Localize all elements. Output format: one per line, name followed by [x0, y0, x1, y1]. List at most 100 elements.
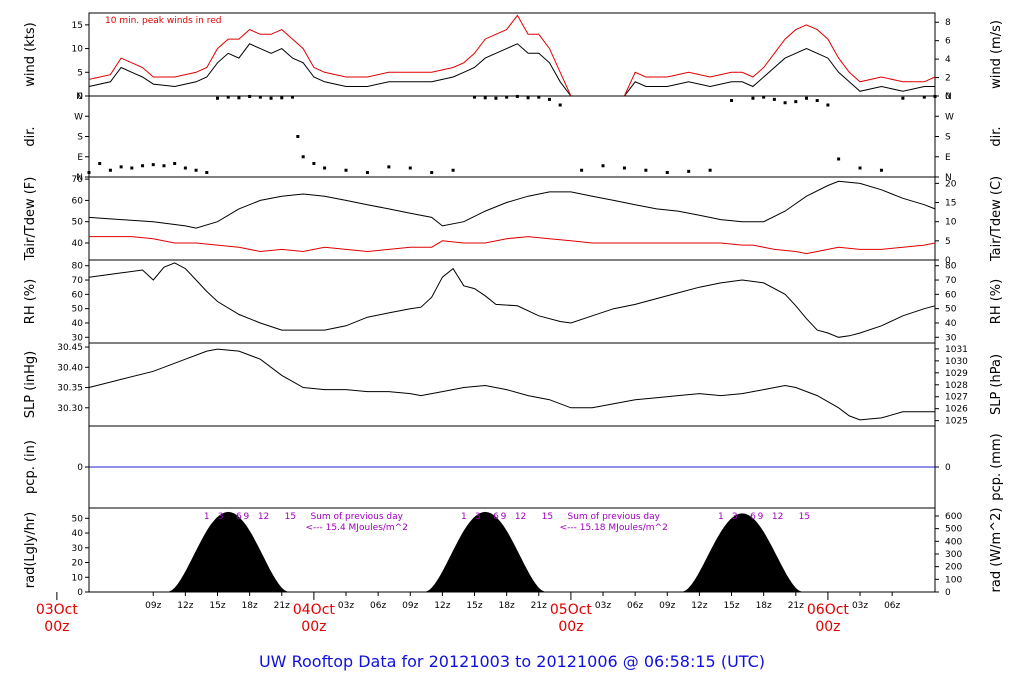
radiation-hour-label: 6 [236, 512, 242, 522]
xtick-label: 18z [242, 601, 258, 611]
dir-point [483, 96, 487, 100]
dir-point [280, 96, 284, 100]
dir-point [119, 165, 123, 169]
series-line-rh- [88, 262, 936, 338]
ytick-label-right: E [945, 153, 951, 163]
ylabel-right-pcp: pcp. (mm) [989, 433, 1004, 500]
panel-rad: rad(Lgly/hr) rad (W/m^2)01020304050010020… [23, 507, 1004, 598]
dir-point [815, 99, 819, 102]
ytick-label-right: 30 [945, 333, 957, 343]
xtick-label: 15z [723, 601, 739, 611]
dir-point [226, 95, 230, 99]
dir-point [98, 162, 102, 165]
ytick-label-right: 70 [945, 276, 957, 286]
ytick-label-left: 40 [72, 239, 84, 249]
series-line-wind-speed-kts- [88, 43, 935, 97]
ytick-label-right: 5 [945, 237, 951, 247]
ytick-label-left: 50 [72, 218, 84, 228]
dir-point [151, 163, 155, 167]
radiation-sum-value: <--- 15.18 MJoules/m^2 [560, 523, 668, 533]
day-label: 06Oct [807, 602, 850, 618]
ytick-label-left: 10 [72, 573, 84, 583]
xtick-label: 21z [788, 601, 804, 611]
ytick-label-left: 5 [77, 68, 83, 78]
xtick-label: 09z [402, 601, 418, 611]
radiation-hour-label: 1 [461, 512, 467, 522]
dir-point [708, 168, 712, 172]
series-line-slp-inhg- [88, 348, 935, 421]
chart-title: UW Rooftop Data for 20121003 to 20121006… [259, 652, 765, 671]
radiation-hour-label: 1 [718, 512, 724, 522]
ytick-label-right: 1031 [945, 345, 968, 355]
dir-point [547, 97, 551, 101]
dir-point [762, 95, 766, 99]
ylabel-right-temp: Tair/Tdew (C) [989, 176, 1004, 262]
day-sub-label: 00z [301, 619, 326, 635]
dir-point [687, 169, 691, 173]
ytick-label-left: 15 [72, 21, 83, 31]
dir-point [901, 96, 905, 100]
xtick-label: 12z [177, 601, 193, 611]
ytick-label-right: N [945, 92, 952, 102]
dir-point [141, 164, 145, 168]
radiation-hour-label: 12 [258, 512, 269, 522]
xtick-label: 21z [531, 601, 547, 611]
ytick-label-right: 500 [945, 525, 962, 535]
radiation-hour-label: 12 [772, 512, 783, 522]
ytick-label-right: 1027 [945, 393, 968, 403]
xtick-label: 03z [595, 601, 611, 611]
dir-point [933, 94, 937, 98]
dir-point [290, 95, 294, 99]
xtick-label: 15z [209, 601, 225, 611]
dir-point [473, 95, 477, 99]
ylabel-left-temp: Tair/Tdew (F) [23, 177, 38, 262]
ytick-label-left: 70 [72, 175, 84, 185]
dir-point [87, 171, 91, 174]
time-axis: 09z 12z 15z 18z 21z 03z 06z 09z 12z 15z 18z 21z 03z 0… [36, 592, 901, 635]
series-line-tair-f- [88, 180, 936, 229]
series-line-10-min-peak-kts- [88, 14, 936, 97]
ylabel-left-slp: SLP (inHg) [23, 351, 38, 419]
ytick-label-right: W [945, 112, 954, 122]
dir-point [622, 166, 626, 170]
radiation-hour-label: 3 [218, 512, 224, 522]
dir-point [644, 168, 648, 172]
dir-point [526, 96, 530, 100]
dir-point [216, 96, 220, 100]
panel-wind: wind (kts) wind (m/s) 0 5 10 15 0 2 4 6 8 10 min. p… [23, 12, 1004, 102]
xtick-label: 09z [659, 601, 675, 611]
dir-point [665, 171, 669, 174]
radiation-hour-label: 3 [475, 512, 481, 522]
dir-point [751, 96, 755, 100]
ylabel-right-dir: dir. [989, 126, 1004, 146]
dir-point [837, 157, 841, 161]
ytick-label-right: 15 [945, 199, 956, 209]
dir-point [301, 155, 305, 159]
xtick-label: 06z [370, 601, 386, 611]
ytick-label-left: 30 [72, 333, 84, 343]
radiation-sum-label: Sum of previous day [310, 512, 403, 522]
ytick-label-right: 1030 [945, 357, 968, 367]
dir-point [130, 166, 134, 170]
dir-point [205, 171, 209, 174]
panel-frame-slp [88, 342, 936, 427]
day-label: 05Oct [550, 602, 593, 618]
dir-point [248, 94, 252, 98]
wind-note: 10 min. peak winds in red [105, 16, 222, 26]
ytick-label-right: 40 [945, 319, 957, 329]
xtick-label: 18z [499, 601, 515, 611]
ytick-label-right: 600 [945, 512, 962, 522]
radiation-hour-label: 6 [493, 512, 499, 522]
ytick-label-left: S [77, 133, 83, 143]
dir-point [515, 94, 519, 98]
dir-point [408, 166, 412, 170]
ytick-label-left: W [74, 112, 83, 122]
xtick-label: 15z [466, 601, 482, 611]
ytick-label-right: 80 [945, 262, 957, 272]
ytick-label-right: 1025 [945, 417, 968, 427]
dir-point [269, 96, 273, 100]
day-sub-label: 00z [558, 619, 583, 635]
ytick-label-left: N [76, 173, 83, 183]
ytick-label-left: 0 [77, 92, 83, 102]
